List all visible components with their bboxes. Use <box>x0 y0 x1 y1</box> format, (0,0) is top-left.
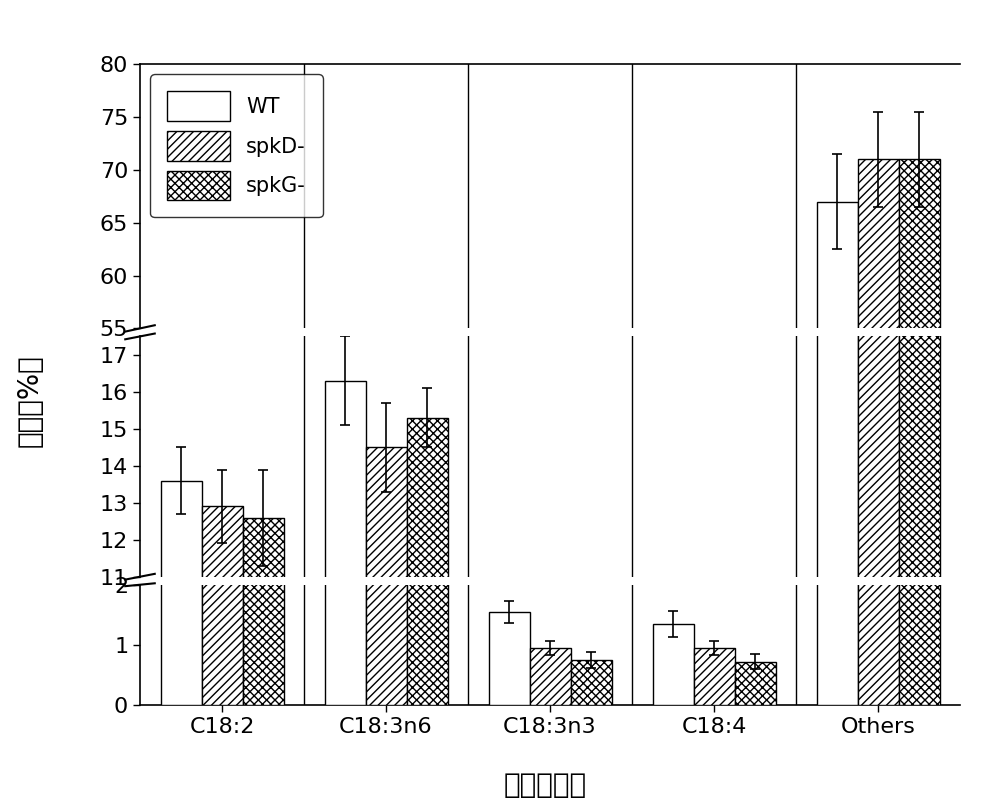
Bar <box>570 660 612 705</box>
Bar <box>530 648 570 705</box>
Bar <box>406 748 448 801</box>
Bar <box>324 380 366 801</box>
Bar <box>406 0 448 705</box>
Bar <box>898 159 940 801</box>
Bar <box>366 0 406 705</box>
Bar <box>652 624 694 705</box>
Bar <box>202 774 242 801</box>
Bar <box>816 202 858 801</box>
Text: 含量（%）: 含量（%） <box>16 354 44 447</box>
Bar <box>324 0 366 705</box>
Bar <box>160 481 202 801</box>
Bar <box>816 0 858 705</box>
Bar <box>242 777 284 801</box>
Bar <box>898 0 940 705</box>
Bar <box>160 0 202 705</box>
Bar <box>202 0 242 705</box>
Legend: WT, spkD-, spkG-: WT, spkD-, spkG- <box>150 74 323 217</box>
Bar <box>366 447 406 801</box>
Bar <box>202 506 242 801</box>
Bar <box>366 757 406 801</box>
Bar <box>406 418 448 801</box>
Bar <box>816 0 858 801</box>
Bar <box>488 612 530 705</box>
Bar <box>858 0 898 801</box>
Bar <box>734 662 776 705</box>
Bar <box>898 0 940 801</box>
Bar <box>694 648 734 705</box>
Bar <box>858 0 898 705</box>
Text: 脂肪酸类型: 脂肪酸类型 <box>503 771 587 799</box>
Bar <box>160 766 202 801</box>
Bar <box>324 738 366 801</box>
Bar <box>242 517 284 801</box>
Bar <box>242 0 284 705</box>
Bar <box>858 159 898 801</box>
